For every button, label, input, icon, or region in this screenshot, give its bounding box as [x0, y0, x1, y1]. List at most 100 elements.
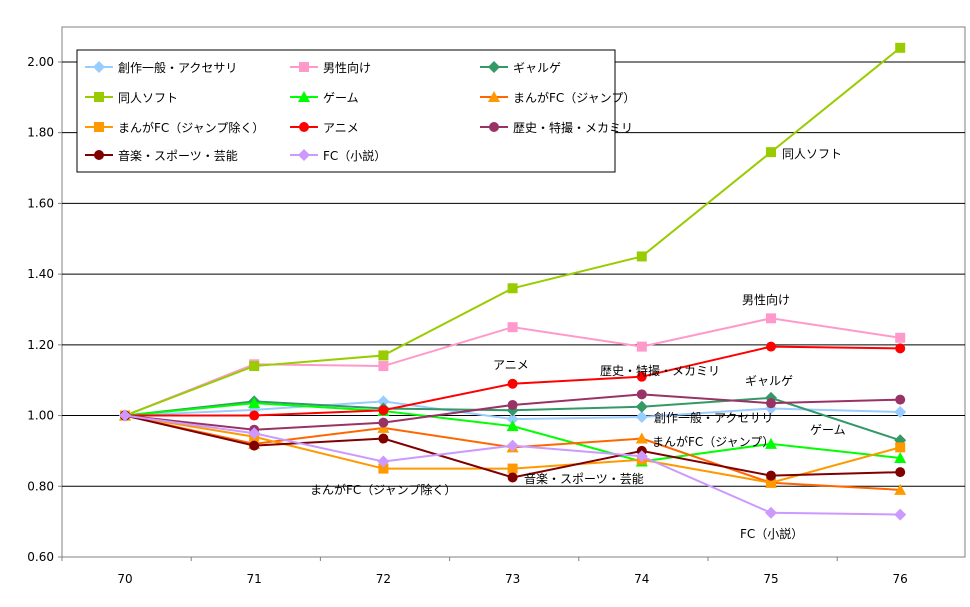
data-point — [895, 42, 906, 53]
legend-label: アニメ — [323, 121, 359, 135]
data-point — [378, 405, 389, 416]
legend-label: まんがFC（ジャンプ） — [513, 90, 635, 105]
data-point — [378, 463, 389, 474]
data-point — [249, 361, 260, 372]
legend-marker — [299, 122, 309, 132]
legend-marker — [94, 122, 104, 132]
legend-label: ゲーム — [323, 91, 359, 105]
data-point — [635, 432, 648, 444]
data-point — [766, 470, 776, 481]
data-point — [636, 371, 647, 382]
y-tick-label: 0.60 — [27, 550, 54, 564]
data-point — [248, 427, 261, 440]
data-point — [894, 406, 907, 419]
series-10 — [119, 409, 907, 521]
annotation-label: 音楽・スポーツ・芸能 — [524, 471, 644, 486]
x-tick-label: 70 — [117, 572, 132, 586]
data-point — [766, 398, 776, 409]
data-point — [895, 343, 906, 354]
y-tick-label: 1.20 — [27, 338, 54, 352]
x-tick-label: 73 — [505, 572, 520, 586]
data-point — [507, 472, 518, 483]
data-point — [506, 420, 519, 432]
data-point — [507, 463, 518, 474]
legend-marker — [489, 122, 499, 132]
y-tick-label: 1.00 — [27, 409, 54, 423]
legend-label: 音楽・スポーツ・芸能 — [118, 148, 238, 163]
data-point — [377, 455, 390, 468]
legend-label: まんがFC（ジャンプ除く） — [118, 120, 264, 135]
data-point — [507, 322, 518, 333]
legend-box — [76, 49, 616, 173]
legend-label: 同人ソフト — [118, 91, 178, 105]
data-point — [378, 433, 389, 444]
legend-label: 歴史・特撮・メカミリ — [513, 120, 633, 135]
data-point — [765, 506, 777, 519]
data-point — [766, 147, 776, 158]
data-point — [636, 341, 647, 352]
annotation-label: 同人ソフト — [782, 147, 842, 161]
data-point — [377, 395, 390, 408]
data-point — [635, 410, 648, 423]
annotation-label: FC（小説） — [740, 526, 803, 541]
annotation-label: まんがFC（ジャンプ） — [652, 434, 774, 449]
y-tick-label: 0.80 — [27, 479, 54, 493]
legend-marker — [94, 92, 104, 102]
x-tick-label: 71 — [247, 572, 262, 586]
y-tick-label: 1.60 — [27, 196, 54, 210]
data-point — [895, 332, 906, 343]
x-tick-label: 72 — [376, 572, 391, 586]
data-point — [506, 439, 519, 452]
annotation-label: 創作一般・アクセサリ — [654, 410, 773, 425]
legend-label: 創作一般・アクセサリ — [118, 60, 237, 75]
legend-marker — [93, 61, 105, 73]
data-point — [378, 417, 389, 428]
legend-marker — [298, 91, 310, 102]
x-tick-label: 74 — [634, 572, 649, 586]
x-tick-label: 76 — [893, 572, 908, 586]
legend-marker — [94, 150, 104, 160]
data-point — [119, 409, 131, 422]
data-point — [635, 450, 648, 463]
annotation-label: まんがFC（ジャンプ除く） — [310, 482, 456, 497]
data-point — [248, 397, 261, 409]
data-point — [507, 399, 518, 410]
legend-label: FC（小説） — [323, 148, 386, 163]
data-point — [249, 440, 260, 451]
legend-label: 男性向け — [323, 60, 371, 75]
y-tick-label: 1.40 — [27, 267, 54, 281]
data-point — [766, 341, 776, 352]
data-point — [766, 313, 776, 324]
data-point — [894, 508, 907, 521]
data-point — [765, 437, 777, 449]
data-point — [378, 361, 389, 372]
legend-marker — [298, 149, 310, 161]
legend-marker — [488, 91, 500, 102]
data-point — [895, 394, 906, 405]
data-point — [507, 378, 518, 389]
data-point — [895, 467, 906, 478]
y-tick-label: 2.00 — [27, 55, 54, 69]
series-7 — [120, 341, 906, 421]
legend-marker — [488, 61, 500, 73]
data-point — [249, 410, 260, 421]
data-point — [507, 283, 518, 294]
data-point — [766, 477, 776, 488]
annotation-label: アニメ — [493, 358, 529, 372]
legend-marker — [299, 62, 309, 72]
data-point — [894, 483, 907, 495]
data-point — [895, 442, 906, 453]
data-point — [894, 451, 907, 463]
y-tick-label: 1.80 — [27, 126, 54, 140]
annotation-label: 歴史・特撮・メカミリ — [600, 363, 720, 378]
legend-label: ギャルゲ — [513, 61, 561, 75]
annotation-label: 男性向け — [742, 292, 790, 307]
annotation-label: ゲーム — [810, 423, 846, 437]
data-point — [636, 251, 647, 262]
data-point — [378, 350, 389, 361]
data-point — [636, 389, 647, 400]
data-point — [506, 413, 519, 426]
annotation-label: ギャルゲ — [745, 374, 793, 388]
